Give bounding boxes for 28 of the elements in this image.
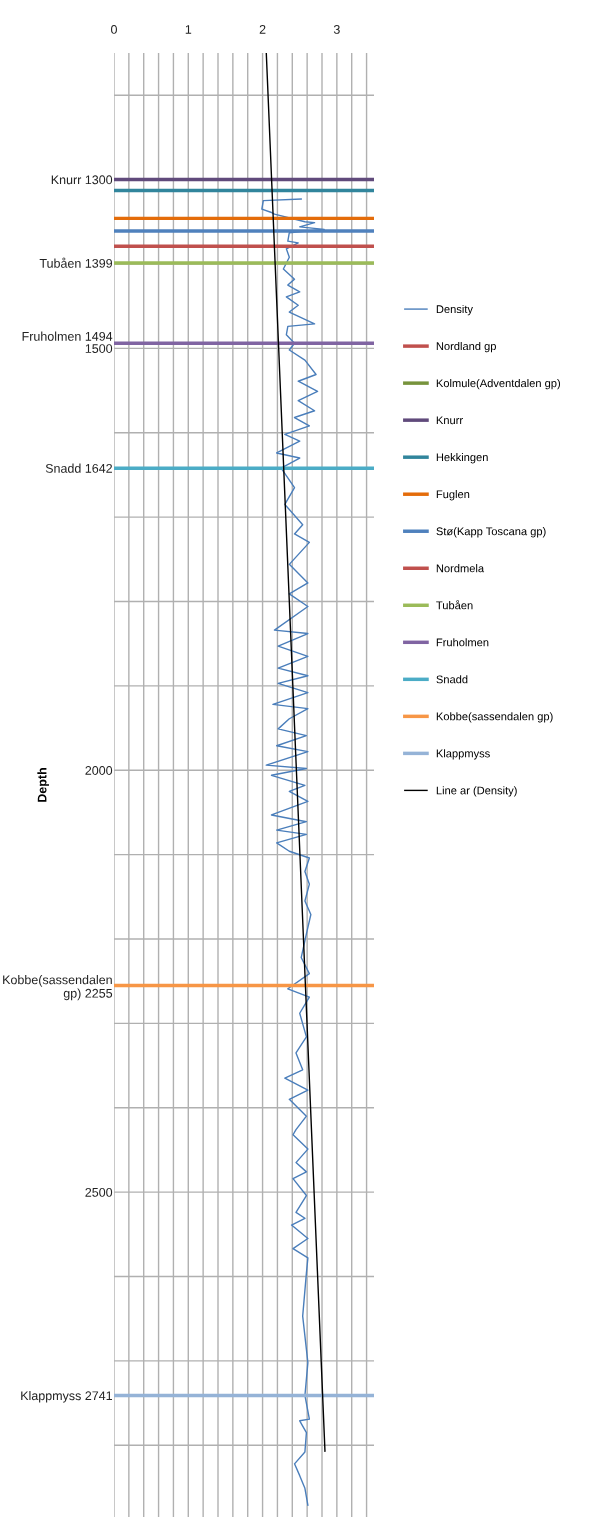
- y-tick-label: 1500: [85, 344, 113, 353]
- legend-label: Kobbe(sassendalen gp): [436, 712, 553, 723]
- legend-label: Snadd: [436, 675, 468, 684]
- y-tick-label: Fruholmen 1494: [22, 331, 113, 341]
- legend-label: Fruholmen: [436, 638, 489, 647]
- y-axis-title: Depth: [37, 768, 49, 802]
- legend-label: Klappmyss: [436, 749, 490, 760]
- legend-label: Knurr: [436, 416, 463, 425]
- y-tick-label: Knurr 1300: [51, 175, 113, 185]
- y-tick-label: 2000: [85, 766, 113, 775]
- x-tick-label: 0: [111, 25, 117, 34]
- y-tick-label: Kobbe(sassendalen gp) 2255: [3, 975, 113, 1001]
- x-tick-label: 3: [333, 25, 340, 34]
- x-tick-label: 2: [259, 25, 266, 34]
- y-tick-label: Snadd 1642: [45, 463, 112, 473]
- legend-label: Tubåen: [436, 600, 473, 610]
- legend-label: Density: [436, 304, 473, 316]
- y-tick-label: Tubåen 1399: [39, 257, 113, 268]
- legend-label: Line ar (Density): [436, 786, 517, 797]
- legend-label: Hekkingen: [436, 453, 488, 464]
- y-tick-label: Klappmyss 2741: [21, 1390, 113, 1403]
- x-tick-label: 1: [185, 25, 192, 34]
- legend-label: Stø(Kapp Toscana gp): [436, 527, 546, 538]
- legend-label: Kolmule(Adventdalen gp): [436, 378, 560, 390]
- legend-label: Fuglen: [436, 490, 470, 501]
- legend-label: Nordmela: [436, 564, 485, 573]
- legend-label: Nordland gp: [436, 341, 496, 353]
- y-tick-label: 2500: [85, 1187, 113, 1197]
